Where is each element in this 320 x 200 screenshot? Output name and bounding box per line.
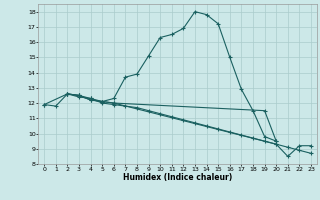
X-axis label: Humidex (Indice chaleur): Humidex (Indice chaleur)	[123, 173, 232, 182]
